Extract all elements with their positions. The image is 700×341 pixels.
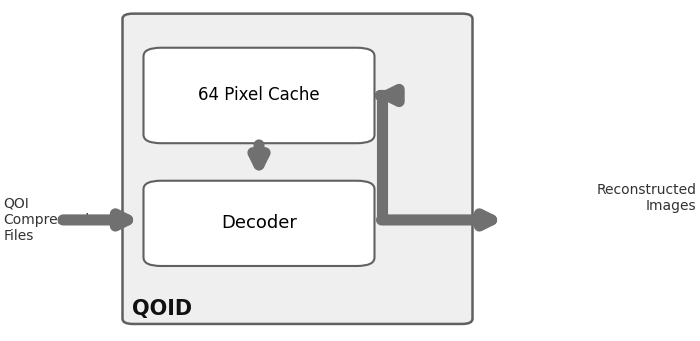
FancyBboxPatch shape	[144, 181, 375, 266]
FancyBboxPatch shape	[144, 48, 375, 143]
Text: QOID: QOID	[132, 299, 192, 319]
Text: Reconstructed
Images: Reconstructed Images	[596, 183, 696, 213]
FancyBboxPatch shape	[122, 14, 472, 324]
Text: QOI
Compressed
Files: QOI Compressed Files	[4, 197, 90, 243]
Text: Decoder: Decoder	[221, 214, 297, 232]
Text: 64 Pixel Cache: 64 Pixel Cache	[198, 87, 320, 104]
